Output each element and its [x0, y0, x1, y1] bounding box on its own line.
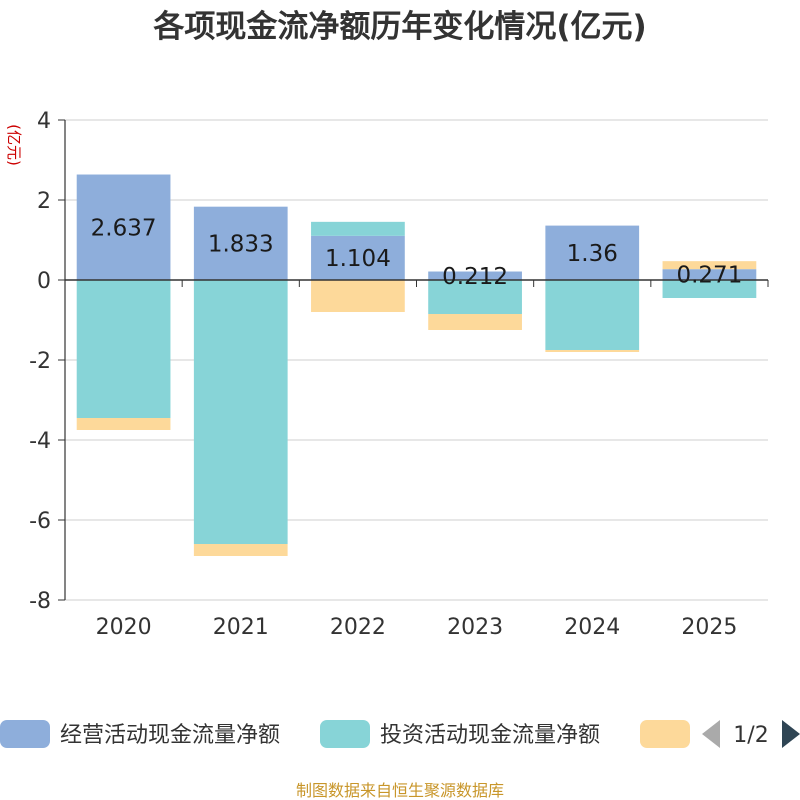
bar-2021-series-0[interactable]: [193, 206, 288, 280]
x-tick-label: 2023: [447, 615, 503, 640]
y-tick-label: -6: [29, 509, 51, 534]
legend-page-indicator: 1/2: [733, 723, 768, 748]
data-label: 0.271: [676, 263, 742, 289]
bars-group: [76, 174, 757, 556]
x-tick-label: 2021: [213, 615, 269, 640]
bar-2022-series-2[interactable]: [311, 280, 405, 312]
legend-label-0[interactable]: 经营活动现金流量净额: [60, 723, 280, 748]
x-tick-label: 2024: [564, 615, 620, 640]
x-tick-label: 2020: [96, 615, 152, 640]
chart-title: 各项现金流净额历年变化情况(亿元): [152, 9, 646, 45]
legend-swatch-0[interactable]: [0, 720, 50, 748]
legend-prev-page-icon[interactable]: [702, 720, 720, 748]
x-tick-label: 2022: [330, 615, 386, 640]
y-tick-label: -4: [29, 429, 51, 454]
bar-2023-series-2[interactable]: [428, 314, 522, 330]
bar-2020-series-1[interactable]: [76, 280, 171, 418]
y-tick-label: 0: [37, 269, 51, 294]
y-axis-unit-label: (亿元): [5, 124, 23, 166]
legend-swatch-2[interactable]: [640, 720, 690, 748]
bar-2020-series-0[interactable]: [76, 174, 171, 280]
legend-next-page-icon[interactable]: [782, 720, 800, 748]
data-label: 1.104: [325, 246, 391, 272]
legend: 经营活动现金流量净额 投资活动现金流量净额 1/2: [0, 720, 800, 748]
x-tick-label: 2025: [681, 615, 737, 640]
y-tick-label: 2: [37, 189, 51, 214]
bar-2020-series-2[interactable]: [76, 418, 171, 430]
y-tick-label: 4: [37, 109, 51, 134]
bar-2025-series-2[interactable]: [662, 261, 757, 270]
legend-label-1[interactable]: 投资活动现金流量净额: [380, 723, 600, 748]
y-tick-label: -2: [29, 349, 51, 374]
bar-2021-series-2[interactable]: [193, 544, 288, 556]
bar-2022-series-0[interactable]: [311, 235, 405, 280]
bar-2023-series-0[interactable]: [428, 271, 522, 280]
data-labels-group: 2.637 1.833 1.104 0.212 1.36 0.271: [91, 215, 743, 290]
legend-swatch-1[interactable]: [320, 720, 370, 748]
data-label: 2.637: [91, 215, 157, 241]
bar-2024-series-0[interactable]: [545, 225, 640, 280]
bar-2024-series-1[interactable]: [545, 280, 640, 350]
bar-2025-series-0[interactable]: [662, 269, 757, 280]
data-source-footer: 制图数据来自恒生聚源数据库: [296, 781, 504, 800]
bar-2022-series-1[interactable]: [311, 221, 405, 236]
data-label: 0.212: [442, 264, 508, 290]
bar-2024-series-2[interactable]: [545, 350, 640, 352]
bar-2021-series-1[interactable]: [193, 280, 288, 544]
axes-group: 4 2 0 -2 -4 -6 -8 2020 2021 2022 2023 2024 2025: [29, 109, 769, 640]
y-tick-label: -8: [29, 589, 51, 614]
bar-2025-series-1[interactable]: [662, 280, 757, 298]
data-label: 1.833: [208, 231, 274, 257]
bar-2023-series-1[interactable]: [428, 280, 522, 314]
data-label: 1.36: [567, 241, 618, 267]
